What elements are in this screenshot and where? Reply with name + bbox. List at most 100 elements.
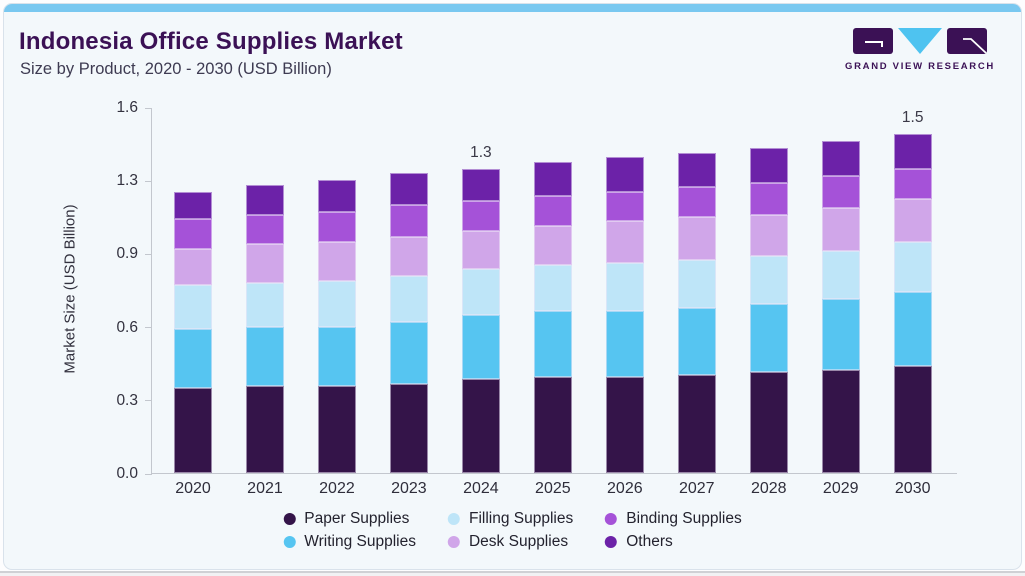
bar-segment-paper-supplies <box>749 372 788 473</box>
bar-segment-filling-supplies <box>389 276 428 323</box>
bar-segment-desk-supplies <box>605 221 644 263</box>
bar-segment-desk-supplies <box>749 214 788 256</box>
logo-g-icon <box>852 28 893 54</box>
bar-segment-desk-supplies <box>821 207 860 252</box>
logo-marks <box>852 28 987 54</box>
legend-label: Filling Supplies <box>468 510 574 527</box>
legend-item-paper-supplies: Paper Supplies <box>283 510 416 528</box>
legend-label: Binding Supplies <box>626 510 742 527</box>
y-tick-label: 0.9 <box>116 245 138 263</box>
bar-segment-binding-supplies <box>749 182 788 215</box>
legend-label: Writing Supplies <box>304 533 416 550</box>
bar-segment-others <box>605 157 644 192</box>
bar-segment-filling-supplies <box>461 269 500 316</box>
logo-caption: GRAND VIEW RESEARCH <box>844 61 995 72</box>
x-tick-label: 2022 <box>319 480 355 497</box>
bar-segment-others <box>389 173 428 206</box>
chart-card: Indonesia Office Supplies Market Size by… <box>3 3 1022 570</box>
page-subtitle: Size by Product, 2020 - 2030 (USD Billio… <box>20 60 332 78</box>
bar-segment-writing-supplies <box>677 308 716 375</box>
bar-2029 <box>821 141 860 473</box>
x-tick-label: 2021 <box>247 480 283 497</box>
bar-segment-binding-supplies <box>533 196 572 226</box>
bar-2026 <box>605 157 644 473</box>
y-tick-mark <box>145 180 152 182</box>
y-tick-label: 1.3 <box>116 172 138 190</box>
bar-segment-filling-supplies <box>605 262 644 311</box>
bar-2023 <box>389 173 428 473</box>
bar-total-label: 1.3 <box>470 143 492 161</box>
x-tick-label: 2023 <box>391 480 427 497</box>
bar-segment-binding-supplies <box>389 205 428 238</box>
bar-segment-paper-supplies <box>893 365 932 473</box>
y-tick-mark <box>145 327 152 329</box>
legend-swatch-binding-supplies <box>605 513 618 525</box>
bar-segment-filling-supplies <box>893 241 932 293</box>
page-title: Indonesia Office Supplies Market <box>19 28 403 55</box>
bar-segment-paper-supplies <box>245 386 284 473</box>
bar-segment-binding-supplies <box>821 175 860 208</box>
y-tick-mark <box>145 473 152 475</box>
legend-label: Desk Supplies <box>468 533 569 550</box>
bar-segment-paper-supplies <box>389 383 428 473</box>
logo-g-glyph <box>864 41 883 47</box>
bar-segment-writing-supplies <box>174 328 212 389</box>
y-tick-mark <box>145 107 152 109</box>
x-tick-label: 2025 <box>535 480 571 497</box>
window-bottom-edge <box>0 571 1025 573</box>
logo-r-glyph <box>962 38 987 54</box>
logo-r-icon <box>946 28 987 54</box>
bar-segment-others <box>245 184 284 215</box>
legend-swatch-desk-supplies <box>447 536 460 548</box>
x-tick-label: 2024 <box>463 480 499 497</box>
x-tick-label: 2020 <box>175 480 211 497</box>
y-tick-mark <box>145 253 152 255</box>
legend-item-writing-supplies: Writing Supplies <box>283 533 416 551</box>
bar-segment-paper-supplies <box>605 376 644 473</box>
bar-segment-writing-supplies <box>461 315 500 380</box>
legend-swatch-filling-supplies <box>447 513 460 525</box>
bar-segment-others <box>749 148 788 183</box>
legend-label: Others <box>626 533 673 550</box>
bar-2021 <box>245 184 284 473</box>
legend-swatch-paper-supplies <box>283 513 296 525</box>
bar-segment-writing-supplies <box>317 326 356 387</box>
bar-total-label: 1.5 <box>901 109 924 127</box>
bar-segment-others <box>821 141 860 176</box>
x-tick-label: 2030 <box>894 480 931 497</box>
bar-segment-binding-supplies <box>677 187 716 217</box>
bar-segment-binding-supplies <box>893 168 932 199</box>
bar-segment-writing-supplies <box>389 322 428 384</box>
bar-2024 <box>461 168 500 473</box>
legend-item-filling-supplies: Filling Supplies <box>447 510 574 528</box>
y-tick-label: 0.3 <box>116 391 138 409</box>
x-tick-label: 2028 <box>750 480 787 497</box>
bar-segment-desk-supplies <box>317 241 356 281</box>
legend-label: Paper Supplies <box>304 510 410 527</box>
bar-segment-paper-supplies <box>821 370 860 473</box>
y-axis-title: Market Size (USD Billion) <box>61 204 79 374</box>
legend-swatch-writing-supplies <box>283 536 296 548</box>
bar-segment-filling-supplies <box>821 251 860 300</box>
bar-segment-others <box>677 152 716 188</box>
bar-2028 <box>749 148 788 473</box>
y-tick-mark <box>145 400 152 402</box>
bar-segment-writing-supplies <box>893 292 932 366</box>
bar-segment-binding-supplies <box>605 191 644 222</box>
bar-segment-desk-supplies <box>533 225 572 265</box>
bar-2020 <box>174 191 212 473</box>
bar-segment-writing-supplies <box>605 310 644 377</box>
bar-segment-paper-supplies <box>174 388 212 473</box>
legend-swatch-others <box>605 536 618 548</box>
bar-segment-filling-supplies <box>749 255 788 304</box>
bar-segment-desk-supplies <box>174 248 212 286</box>
y-tick-label: 1.6 <box>116 99 138 116</box>
top-accent-bar <box>4 4 1021 12</box>
bar-2022 <box>317 180 356 473</box>
bar-segment-binding-supplies <box>245 214 284 245</box>
bar-segment-others <box>533 161 572 197</box>
bar-2025 <box>533 161 572 473</box>
bar-segment-desk-supplies <box>893 198 932 242</box>
bar-segment-filling-supplies <box>174 285 212 329</box>
